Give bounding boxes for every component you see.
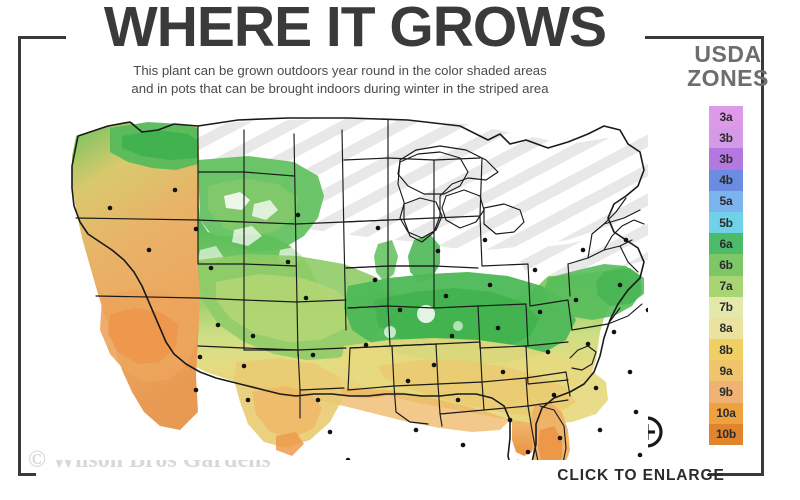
city-dot	[627, 369, 633, 375]
city-dot	[193, 387, 199, 393]
city-dot	[637, 452, 643, 458]
subtitle-text: This plant can be grown outdoors year ro…	[40, 62, 640, 98]
city-dot	[215, 322, 221, 328]
state-boundaries	[71, 117, 645, 460]
city-dot	[245, 397, 251, 403]
city-dot	[310, 352, 316, 358]
zone-swatch-6b-7: 6b	[709, 254, 743, 276]
city-dot	[303, 295, 309, 301]
map-artwork	[71, 117, 648, 460]
zone-swatch-10a-14: 10a	[709, 402, 743, 424]
city-dot	[593, 385, 599, 391]
city-dot	[375, 225, 381, 231]
usda-zone-map[interactable]	[48, 100, 648, 460]
frame-border-left	[18, 36, 21, 476]
city-dot	[545, 349, 551, 355]
city-dot	[435, 248, 441, 254]
page-title: WHERE IT GROWS	[103, 0, 607, 59]
zone-swatch-8a-10: 8a	[709, 317, 743, 340]
city-dot	[107, 205, 113, 211]
frame-border-top-right	[645, 36, 764, 39]
city-dot	[193, 226, 199, 232]
city-dot	[241, 363, 247, 369]
zone-swatch-7b-9: 7b	[709, 296, 743, 318]
frame-border-right	[761, 36, 764, 476]
legend-heading: USDA ZONES	[668, 42, 788, 90]
city-dot	[645, 307, 648, 313]
zone-swatch-9a-12: 9a	[709, 360, 743, 382]
click-to-enlarge-label[interactable]: CLICK TO ENLARGE	[557, 467, 725, 484]
city-dot	[580, 247, 586, 253]
legend-heading-line-2: ZONES	[687, 65, 769, 91]
city-dot	[431, 362, 437, 368]
city-dot	[363, 342, 369, 348]
city-dot	[449, 333, 455, 339]
city-dot	[482, 237, 488, 243]
subtitle-line-2: and in pots that can be brought indoors …	[131, 81, 549, 96]
city-dot	[487, 282, 493, 288]
city-dot	[208, 265, 214, 271]
city-dot	[405, 378, 411, 384]
map-container[interactable]	[48, 100, 648, 460]
city-dot	[172, 187, 178, 193]
zone-swatch-4b-3: 4b	[709, 169, 743, 191]
zone-swatch-8b-11: 8b	[709, 339, 743, 361]
city-dot	[623, 237, 629, 243]
city-dot	[617, 282, 623, 288]
city-dot	[146, 247, 152, 253]
zone-swatch-9b-13: 9b	[709, 381, 743, 403]
zone-swatch-10b-15: 10b	[709, 423, 743, 445]
city-dots	[107, 187, 648, 460]
city-dot	[345, 457, 351, 460]
city-dot	[250, 333, 256, 339]
city-dot	[532, 267, 538, 273]
zone-swatch-3b-1: 3b	[709, 127, 743, 149]
city-dot	[573, 297, 579, 303]
city-dot	[197, 354, 203, 360]
zone-swatch-3b-2: 3b	[709, 148, 743, 170]
city-dot	[413, 427, 419, 433]
plains-transition	[198, 254, 388, 360]
city-dot	[295, 212, 301, 218]
city-dot	[495, 325, 501, 331]
zone-swatch-5a-4: 5a	[709, 190, 743, 212]
usda-zone-legend: 3a 3b 3b 4b 5a 5b 6a 6b 7a 7b 8a 8b 9a 9b 10a 10b	[709, 106, 743, 445]
zone-swatch-7a-8: 7a	[709, 275, 743, 297]
city-dot	[460, 442, 466, 448]
city-dot	[443, 293, 449, 299]
legend-heading-line-1: USDA	[694, 41, 762, 67]
city-dot	[633, 409, 639, 415]
city-dot	[285, 259, 291, 265]
zone-swatch-3a-0: 3a	[709, 106, 743, 128]
city-dot	[372, 277, 378, 283]
city-dot	[327, 429, 333, 435]
frame-border-bottom-right	[708, 473, 764, 476]
city-dot	[551, 392, 557, 398]
city-dot	[397, 307, 403, 313]
zone-swatch-5b-5: 5b	[709, 211, 743, 234]
city-dot	[611, 329, 617, 335]
city-dot	[500, 369, 506, 375]
subtitle-line-1: This plant can be grown outdoors year ro…	[133, 63, 547, 78]
city-dot	[507, 417, 513, 423]
city-dot	[597, 427, 603, 433]
city-dot	[315, 397, 321, 403]
zone-swatch-6a-6: 6a	[709, 233, 743, 255]
city-dot	[455, 397, 461, 403]
city-dot	[525, 449, 531, 455]
frame-border-top-left	[18, 36, 66, 39]
city-dot	[585, 341, 591, 347]
city-dot	[537, 309, 543, 315]
city-dot	[557, 435, 563, 441]
southeast-warm	[234, 338, 608, 460]
frame-border-bottom-left	[18, 473, 36, 476]
